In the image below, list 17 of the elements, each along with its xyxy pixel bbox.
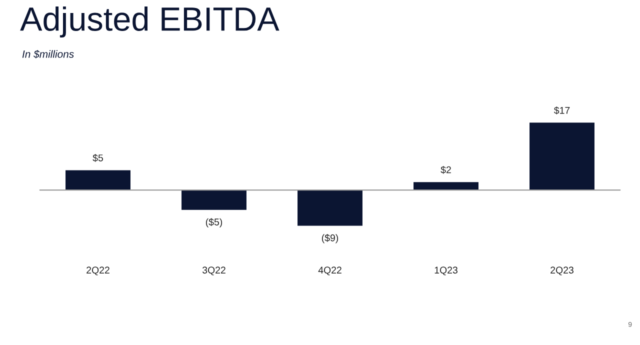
x-tick-label: 1Q23 — [434, 266, 458, 276]
bar — [298, 190, 362, 226]
bar — [530, 122, 594, 190]
data-label: ($9) — [322, 234, 338, 244]
bar — [66, 170, 130, 190]
data-label: ($5) — [206, 218, 222, 228]
x-tick-label: 3Q22 — [202, 266, 226, 276]
data-label: $17 — [554, 106, 570, 114]
chart-title: Adjusted EBITDA — [20, 6, 280, 38]
x-tick-label: 4Q22 — [318, 266, 342, 276]
data-label: $2 — [440, 166, 451, 174]
data-label: $5 — [92, 154, 103, 162]
x-tick-label: 2Q22 — [86, 266, 110, 276]
x-tick-label: 2Q23 — [550, 266, 574, 276]
chart-subtitle: In $millions — [22, 50, 74, 58]
bar — [414, 182, 478, 190]
bar — [182, 190, 246, 210]
